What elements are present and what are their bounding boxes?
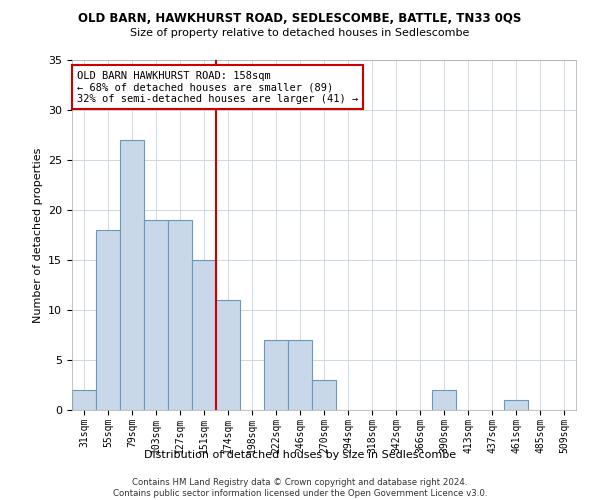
- Bar: [96, 230, 120, 410]
- Text: Size of property relative to detached houses in Sedlescombe: Size of property relative to detached ho…: [130, 28, 470, 38]
- Bar: [216, 300, 240, 410]
- Bar: [504, 400, 528, 410]
- Text: Distribution of detached houses by size in Sedlescombe: Distribution of detached houses by size …: [144, 450, 456, 460]
- Text: OLD BARN, HAWKHURST ROAD, SEDLESCOMBE, BATTLE, TN33 0QS: OLD BARN, HAWKHURST ROAD, SEDLESCOMBE, B…: [79, 12, 521, 26]
- Bar: [192, 260, 216, 410]
- Text: Contains HM Land Registry data © Crown copyright and database right 2024.
Contai: Contains HM Land Registry data © Crown c…: [113, 478, 487, 498]
- Y-axis label: Number of detached properties: Number of detached properties: [32, 148, 43, 322]
- Bar: [144, 220, 168, 410]
- Bar: [288, 340, 312, 410]
- Bar: [168, 220, 192, 410]
- Text: OLD BARN HAWKHURST ROAD: 158sqm
← 68% of detached houses are smaller (89)
32% of: OLD BARN HAWKHURST ROAD: 158sqm ← 68% of…: [77, 70, 358, 104]
- Bar: [264, 340, 288, 410]
- Bar: [72, 390, 96, 410]
- Bar: [312, 380, 336, 410]
- Bar: [432, 390, 456, 410]
- Bar: [120, 140, 144, 410]
